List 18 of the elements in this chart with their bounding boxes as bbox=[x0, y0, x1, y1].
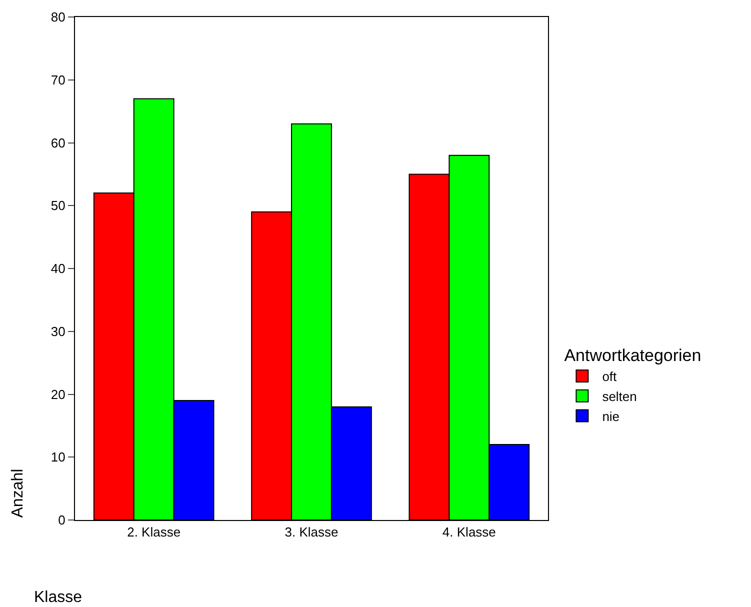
x-tick-label: 4. Klasse bbox=[442, 524, 496, 540]
y-tick-label: 60 bbox=[50, 135, 66, 150]
y-tick-label: 0 bbox=[58, 512, 66, 528]
legend-label: selten bbox=[602, 388, 637, 404]
x-axis-title: Klasse bbox=[34, 589, 82, 606]
y-tick-label: 70 bbox=[50, 72, 66, 88]
y-tick-label: 20 bbox=[50, 386, 66, 402]
y-tick-label: 50 bbox=[50, 198, 66, 214]
legend-title: Antwortkategorien bbox=[564, 346, 702, 366]
y-tick-label: 80 bbox=[50, 10, 66, 25]
y-tick-label: 40 bbox=[50, 261, 66, 276]
y-axis-title: Anzahl bbox=[10, 468, 27, 518]
y-tick-label: 10 bbox=[50, 450, 66, 465]
x-tick-label: 3. Klasse bbox=[284, 524, 338, 540]
y-tick-label: 30 bbox=[50, 324, 66, 339]
legend-label: oft bbox=[602, 369, 618, 384]
x-tick-label: 2. Klasse bbox=[127, 524, 181, 540]
legend-label: nie bbox=[602, 408, 620, 424]
